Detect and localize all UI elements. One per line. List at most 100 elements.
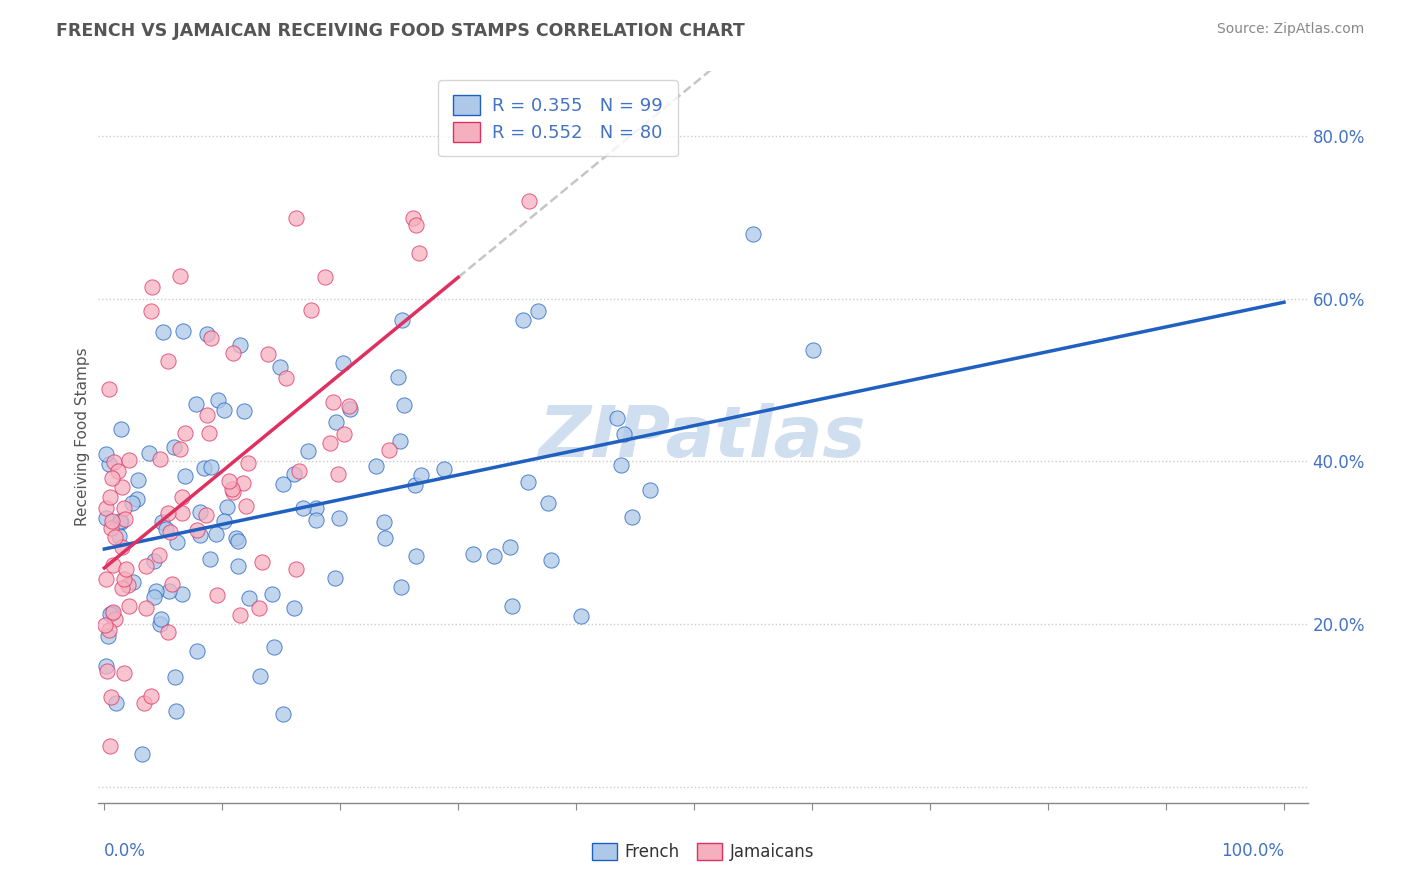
Point	[197, 426, 219, 441]
Point	[283, 600, 305, 615]
Point	[94, 618, 117, 632]
Point	[125, 492, 148, 507]
Point	[141, 280, 163, 294]
Point	[387, 369, 409, 384]
Point	[134, 697, 156, 711]
Point	[236, 456, 259, 470]
Point	[333, 427, 356, 442]
Point	[152, 325, 174, 339]
Point	[148, 548, 170, 562]
Point	[115, 561, 138, 575]
Point	[299, 303, 322, 318]
Point	[162, 440, 184, 454]
Point	[260, 587, 283, 601]
Point	[392, 398, 415, 412]
Point	[226, 558, 249, 573]
Point	[517, 475, 540, 490]
Point	[276, 371, 298, 385]
Point	[174, 426, 197, 441]
Point	[112, 501, 135, 516]
Point	[156, 354, 179, 368]
Point	[388, 434, 411, 448]
Point	[100, 521, 122, 535]
Point	[621, 509, 644, 524]
Point	[186, 644, 208, 658]
Point	[408, 246, 430, 260]
Point	[101, 558, 124, 573]
Point	[337, 399, 360, 413]
Point	[186, 523, 208, 537]
Point	[606, 411, 628, 425]
Point	[319, 436, 342, 450]
Point	[165, 670, 187, 684]
Point	[501, 599, 523, 613]
Point	[122, 574, 145, 589]
Point	[150, 516, 173, 530]
Point	[101, 471, 124, 485]
Point	[101, 606, 124, 620]
Point	[200, 459, 222, 474]
Point	[540, 553, 562, 567]
Point	[98, 457, 121, 471]
Point	[326, 467, 349, 481]
Point	[391, 313, 413, 327]
Point	[271, 476, 294, 491]
Point	[322, 395, 344, 409]
Point	[190, 505, 212, 519]
Point	[742, 227, 765, 241]
Point	[517, 194, 540, 209]
Point	[373, 515, 395, 529]
Point	[148, 617, 170, 632]
Point	[117, 452, 139, 467]
Point	[149, 611, 172, 625]
Point	[250, 554, 273, 568]
Point	[107, 464, 129, 478]
Point	[328, 511, 350, 525]
Point	[198, 552, 221, 566]
Point	[103, 455, 125, 469]
Point	[222, 485, 245, 500]
Point	[291, 500, 314, 515]
Point	[801, 343, 824, 358]
Point	[222, 346, 245, 360]
Point	[205, 588, 228, 602]
Text: Source: ZipAtlas.com: Source: ZipAtlas.com	[1216, 22, 1364, 37]
Point	[172, 491, 194, 505]
Point	[218, 474, 240, 488]
Point	[195, 408, 218, 422]
Point	[373, 531, 395, 545]
Point	[238, 591, 260, 605]
Point	[131, 747, 153, 761]
Point	[256, 347, 278, 361]
Point	[405, 218, 427, 232]
Point	[96, 572, 118, 586]
Point	[174, 469, 197, 483]
Point	[409, 467, 432, 482]
Point	[226, 533, 249, 548]
Point	[110, 515, 132, 529]
Point	[610, 458, 633, 472]
Y-axis label: Receiving Food Stamps: Receiving Food Stamps	[75, 348, 90, 526]
Text: 100.0%: 100.0%	[1220, 842, 1284, 860]
Point	[96, 629, 118, 643]
Point	[207, 393, 229, 408]
Point	[118, 599, 141, 613]
Point	[461, 547, 484, 561]
Point	[94, 501, 117, 516]
Point	[135, 558, 157, 573]
Point	[288, 464, 311, 478]
Point	[314, 270, 336, 285]
Point	[149, 451, 172, 466]
Point	[325, 415, 347, 429]
Point	[159, 524, 181, 539]
Point	[232, 476, 254, 491]
Point	[94, 447, 117, 461]
Point	[512, 313, 534, 327]
Point	[145, 583, 167, 598]
Point	[273, 707, 295, 722]
Point	[97, 623, 120, 637]
Point	[269, 360, 291, 375]
Point	[110, 422, 132, 436]
Point	[527, 304, 550, 318]
Text: ZIPatlas: ZIPatlas	[540, 402, 866, 472]
